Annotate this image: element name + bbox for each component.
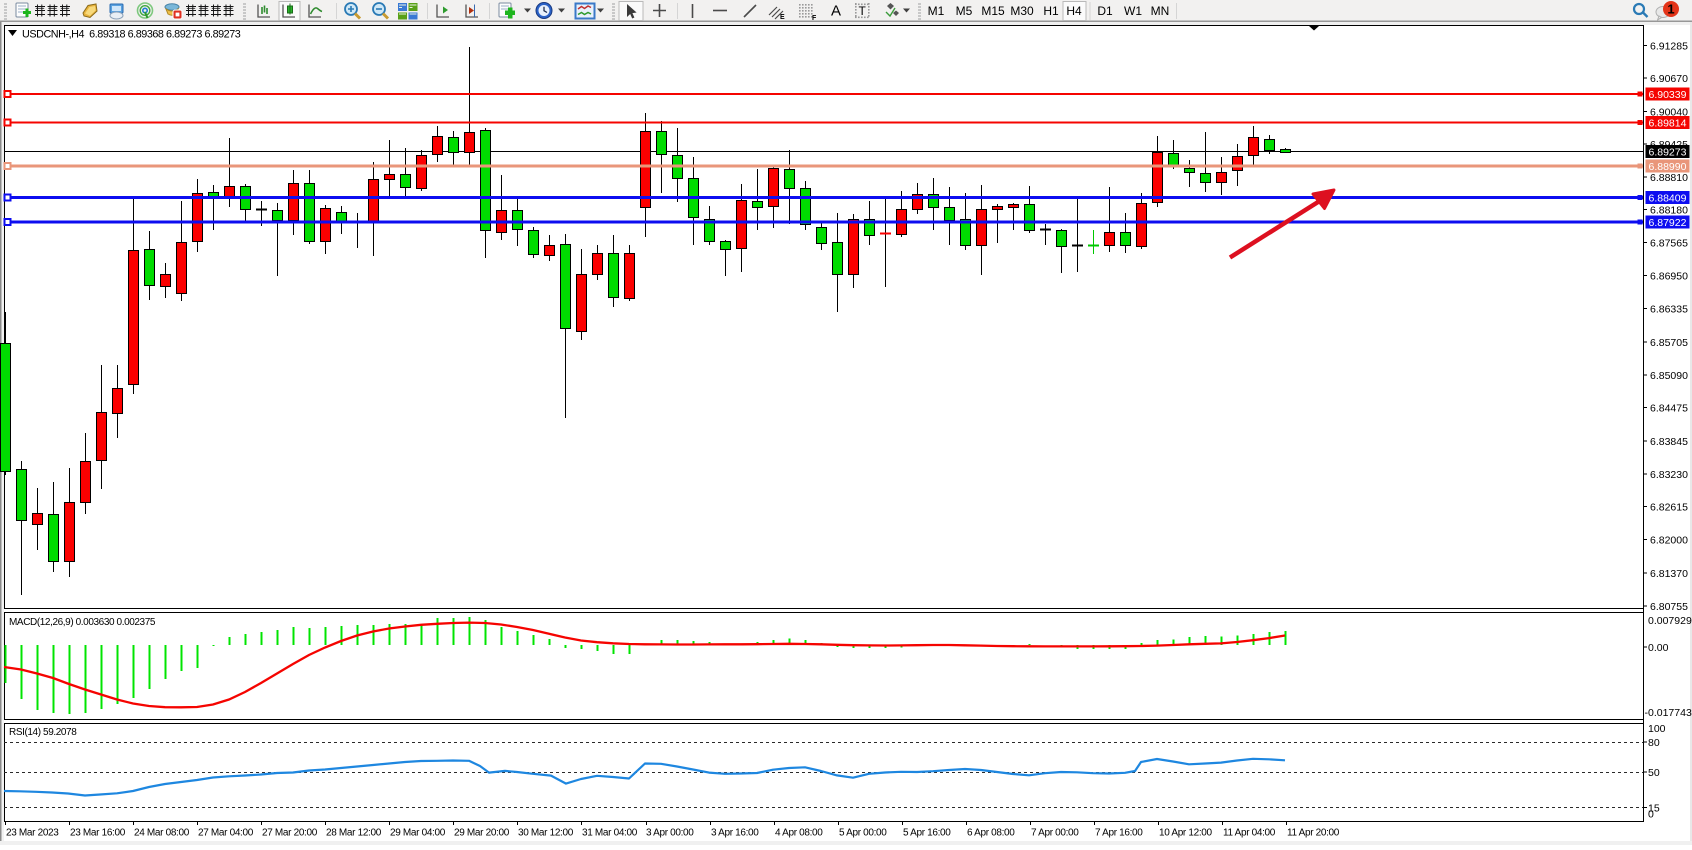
svg-text:0: 0 bbox=[1648, 809, 1654, 821]
svg-text:4 Apr 08:00: 4 Apr 08:00 bbox=[775, 828, 823, 839]
svg-text:23 Mar 2023: 23 Mar 2023 bbox=[6, 828, 59, 839]
svg-text:7 Apr 16:00: 7 Apr 16:00 bbox=[1095, 828, 1143, 839]
svg-text:USDCNH-,H4 6.89318 6.89368 6.: USDCNH-,H4 6.89318 6.89368 6.89273 6.892… bbox=[22, 29, 241, 41]
svg-text:6.82615: 6.82615 bbox=[1650, 502, 1688, 514]
svg-text:50: 50 bbox=[1648, 767, 1660, 779]
svg-text:23 Mar 16:00: 23 Mar 16:00 bbox=[70, 828, 126, 839]
svg-text:5 Apr 00:00: 5 Apr 00:00 bbox=[839, 828, 887, 839]
svg-text:6.90040: 6.90040 bbox=[1650, 107, 1688, 119]
svg-text:D1: D1 bbox=[1097, 4, 1113, 18]
svg-text:11 Apr 04:00: 11 Apr 04:00 bbox=[1223, 828, 1276, 839]
svg-text:1: 1 bbox=[1667, 2, 1674, 17]
svg-text:30 Mar 12:00: 30 Mar 12:00 bbox=[518, 828, 574, 839]
svg-text:7 Apr 00:00: 7 Apr 00:00 bbox=[1031, 828, 1079, 839]
svg-text:RSI(14) 59.2078: RSI(14) 59.2078 bbox=[9, 727, 77, 738]
svg-text:H4: H4 bbox=[1066, 4, 1082, 18]
svg-text:0.007929: 0.007929 bbox=[1648, 615, 1692, 627]
svg-text:6.89273: 6.89273 bbox=[1649, 147, 1687, 159]
svg-text:0.00: 0.00 bbox=[1648, 642, 1669, 654]
svg-text:27 Mar 20:00: 27 Mar 20:00 bbox=[262, 828, 318, 839]
svg-text:6.88990: 6.88990 bbox=[1649, 161, 1687, 173]
svg-text:11 Apr 20:00: 11 Apr 20:00 bbox=[1287, 828, 1340, 839]
svg-text:31 Mar 04:00: 31 Mar 04:00 bbox=[582, 828, 638, 839]
svg-text:E: E bbox=[780, 14, 785, 21]
svg-text:M30: M30 bbox=[1010, 4, 1034, 18]
svg-text:H1: H1 bbox=[1043, 4, 1059, 18]
svg-text:6.85705: 6.85705 bbox=[1650, 337, 1688, 349]
svg-text:6.88409: 6.88409 bbox=[1649, 193, 1687, 205]
svg-text:29 Mar 20:00: 29 Mar 20:00 bbox=[454, 828, 510, 839]
svg-text:6.88180: 6.88180 bbox=[1650, 205, 1688, 217]
svg-text:6.83230: 6.83230 bbox=[1650, 469, 1688, 481]
svg-text:6.89814: 6.89814 bbox=[1649, 118, 1687, 130]
svg-text:3 Apr 16:00: 3 Apr 16:00 bbox=[711, 828, 759, 839]
svg-text:6.91285: 6.91285 bbox=[1650, 41, 1688, 53]
svg-text:M5: M5 bbox=[956, 4, 973, 18]
svg-text:6.85090: 6.85090 bbox=[1650, 370, 1688, 382]
svg-text:28 Mar 12:00: 28 Mar 12:00 bbox=[326, 828, 382, 839]
svg-text:6.90670: 6.90670 bbox=[1650, 73, 1688, 85]
svg-text:-0.017743: -0.017743 bbox=[1645, 707, 1692, 719]
svg-text:MACD(12,26,9) 0.003630 0.00237: MACD(12,26,9) 0.003630 0.002375 bbox=[9, 617, 156, 628]
svg-text:6.84475: 6.84475 bbox=[1650, 403, 1688, 415]
svg-text:MN: MN bbox=[1151, 4, 1170, 18]
svg-text:10 Apr 12:00: 10 Apr 12:00 bbox=[1159, 828, 1213, 839]
svg-text:6.90339: 6.90339 bbox=[1649, 89, 1687, 101]
svg-text:6.83845: 6.83845 bbox=[1650, 436, 1688, 448]
svg-text:6.88810: 6.88810 bbox=[1650, 172, 1688, 184]
svg-text:6.87922: 6.87922 bbox=[1649, 217, 1687, 229]
svg-text:F: F bbox=[812, 15, 817, 22]
svg-text:24 Mar 08:00: 24 Mar 08:00 bbox=[134, 828, 190, 839]
svg-text:6.81370: 6.81370 bbox=[1650, 568, 1688, 580]
svg-text:3 Apr 00:00: 3 Apr 00:00 bbox=[646, 828, 694, 839]
svg-text:29 Mar 04:00: 29 Mar 04:00 bbox=[390, 828, 446, 839]
svg-text:5 Apr 16:00: 5 Apr 16:00 bbox=[903, 828, 951, 839]
svg-text:A: A bbox=[831, 3, 841, 20]
svg-text:M15: M15 bbox=[981, 4, 1005, 18]
svg-text:6.87565: 6.87565 bbox=[1650, 238, 1688, 250]
svg-text:T: T bbox=[859, 4, 867, 18]
svg-text:80: 80 bbox=[1648, 737, 1660, 749]
svg-text:15: 15 bbox=[1648, 803, 1660, 815]
svg-text:6 Apr 08:00: 6 Apr 08:00 bbox=[967, 828, 1015, 839]
svg-text:W1: W1 bbox=[1124, 4, 1142, 18]
svg-text:6.80755: 6.80755 bbox=[1650, 601, 1688, 613]
svg-text:M1: M1 bbox=[928, 4, 945, 18]
svg-text:27 Mar 04:00: 27 Mar 04:00 bbox=[198, 828, 254, 839]
svg-text:100: 100 bbox=[1648, 723, 1666, 735]
svg-text:6.82000: 6.82000 bbox=[1650, 534, 1688, 546]
svg-text:6.86950: 6.86950 bbox=[1650, 271, 1688, 283]
svg-text:6.86335: 6.86335 bbox=[1650, 304, 1688, 316]
